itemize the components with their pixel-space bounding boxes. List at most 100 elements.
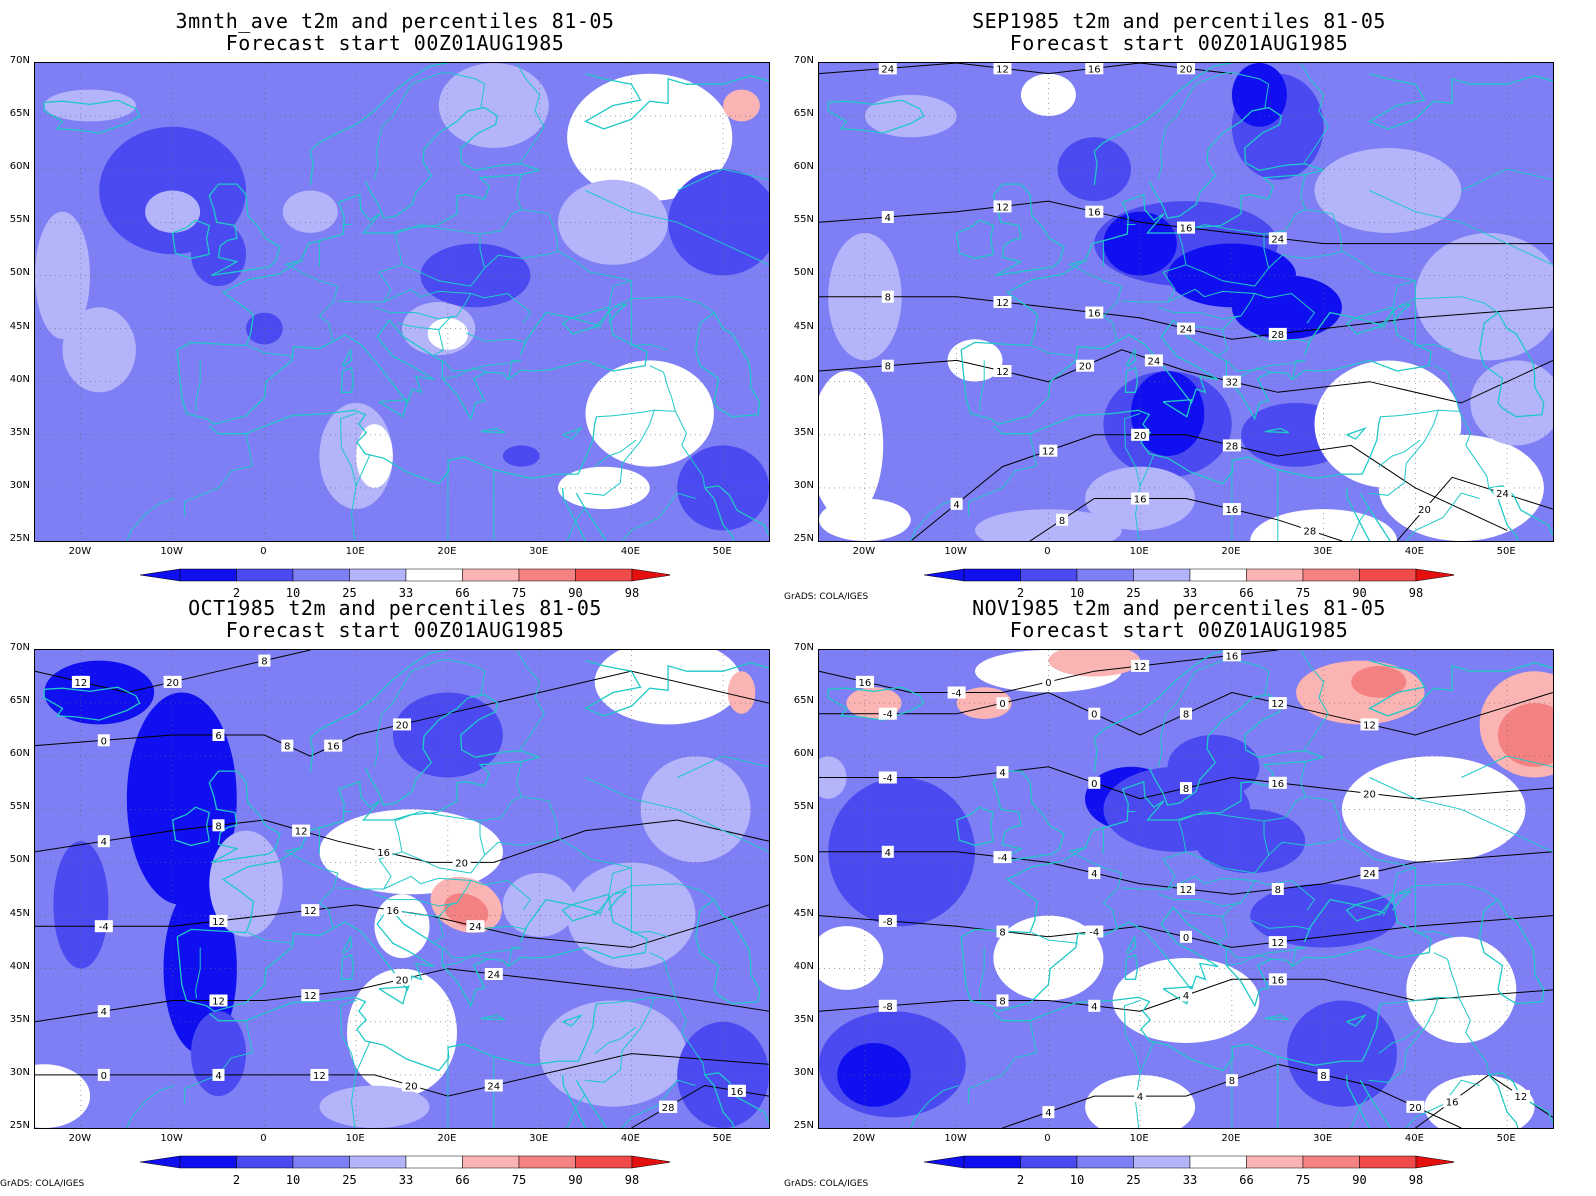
coastline — [992, 996, 1382, 1072]
percentile-shading — [539, 1000, 687, 1107]
coastline — [1068, 846, 1088, 853]
country-border — [1461, 808, 1553, 853]
coastline — [827, 99, 925, 134]
contour-label: 24 — [1144, 354, 1163, 367]
contour-label: 20 — [393, 973, 411, 986]
country-border — [1305, 209, 1343, 252]
country-border — [1263, 174, 1306, 235]
colorbar-segment — [963, 1155, 1021, 1169]
country-border — [484, 250, 632, 307]
coastline — [1359, 1079, 1391, 1128]
contour-label: 16 — [1268, 973, 1287, 986]
svg-text:0: 0 — [999, 699, 1005, 710]
coastline — [992, 770, 1065, 864]
contour-label: 8 — [1180, 707, 1192, 721]
coastline — [955, 806, 995, 847]
country-border — [479, 761, 522, 822]
colorbar-segment — [575, 1155, 633, 1169]
country-border — [1123, 413, 1141, 541]
country-border — [1226, 359, 1306, 372]
coastline — [340, 954, 355, 980]
percentile-shading — [723, 89, 760, 122]
contour-label: 20 — [1177, 63, 1195, 75]
longitude-label: 10W — [160, 546, 183, 557]
percentile-shading — [1470, 360, 1553, 446]
country-border — [1268, 837, 1416, 894]
coastline — [43, 99, 141, 134]
country-border — [337, 820, 403, 890]
country-border — [566, 506, 586, 541]
country-border — [1414, 296, 1499, 351]
country-border — [1382, 867, 1416, 916]
percentile-shading — [1424, 1074, 1535, 1128]
percentile-shading — [444, 893, 489, 928]
contour-label: 16 — [855, 675, 874, 689]
svg-text:24: 24 — [1496, 489, 1509, 500]
contour-label: 12 — [71, 675, 90, 689]
coastline — [1346, 1013, 1367, 1027]
map-canvas: 004-440806812124888121212121612161616202… — [35, 650, 769, 1128]
contour-label: 32 — [1222, 375, 1241, 389]
country-border — [621, 492, 696, 541]
grads-credit: GrADS: COLA/IGES — [0, 1179, 85, 1189]
country-border — [374, 875, 472, 907]
country-border — [287, 264, 339, 342]
contour-label: 0 — [1042, 675, 1055, 689]
contour-label: 12 — [1511, 1090, 1530, 1103]
longitude-label: 40E — [620, 1133, 640, 1144]
percentile-shading — [677, 445, 769, 531]
country-border — [484, 837, 632, 894]
country-border — [1458, 411, 1490, 488]
svg-text:4: 4 — [885, 213, 891, 224]
percentile-shading — [44, 660, 155, 725]
svg-text:8: 8 — [1059, 516, 1065, 527]
contour-label: -4 — [94, 920, 113, 933]
contour-label: 8 — [996, 994, 1009, 1008]
colorbar-segment — [1359, 568, 1417, 582]
percentile-shading — [191, 1011, 246, 1097]
coastline — [171, 219, 211, 260]
latitude-label: 25N — [793, 533, 814, 544]
svg-text:-8: -8 — [883, 1002, 893, 1013]
country-border — [126, 1085, 175, 1128]
country-border — [1031, 932, 1078, 944]
contour-label: 12 — [1268, 697, 1287, 710]
country-border — [1139, 454, 1155, 487]
contour-label: 0 — [996, 697, 1009, 710]
country-border — [339, 1000, 357, 1128]
country-border — [339, 413, 357, 541]
country-border — [598, 280, 632, 329]
colorbar-segment — [236, 1155, 294, 1169]
country-border — [1254, 292, 1316, 324]
latitude-label: 50N — [793, 854, 814, 866]
country-border — [677, 808, 769, 853]
country-border — [585, 777, 678, 810]
colorbar-label: 2 — [1016, 1173, 1025, 1187]
longitude-label: 40E — [1404, 1133, 1424, 1144]
country-border — [1222, 315, 1242, 330]
coastline — [827, 686, 925, 721]
country-border — [674, 998, 706, 1075]
country-border — [1382, 280, 1416, 329]
panel-title-line1: 3mnth_ave t2m and percentiles 81-05 — [175, 9, 615, 33]
country-border — [968, 1020, 1037, 1104]
country-border — [401, 264, 471, 287]
country-border — [1300, 63, 1329, 165]
coastline — [955, 219, 995, 260]
latitude-label: 50N — [793, 267, 814, 279]
colorbar-segment — [236, 568, 294, 582]
svg-text:24: 24 — [881, 64, 894, 75]
svg-text:12: 12 — [1134, 662, 1147, 673]
colorbar-label: 2 — [1016, 586, 1025, 600]
contour-label: 16 — [1085, 205, 1104, 219]
country-border — [621, 1079, 696, 1128]
percentile-shading — [585, 360, 714, 467]
colorbar-segment — [1302, 1155, 1360, 1169]
svg-text:8: 8 — [261, 657, 267, 668]
coastline — [176, 306, 648, 425]
coastline — [575, 492, 607, 541]
coastline — [1148, 106, 1324, 219]
country-border — [507, 946, 522, 967]
svg-text:12: 12 — [1180, 885, 1193, 896]
coastline — [309, 650, 540, 773]
